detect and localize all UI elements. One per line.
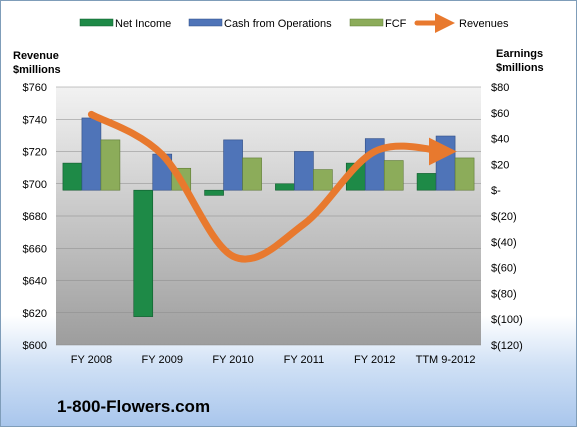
- net-income-bar: [416, 173, 437, 191]
- right-tick-label: $(60): [491, 263, 517, 275]
- left-tick-label: $760: [23, 82, 47, 94]
- fcf-bar: [383, 160, 404, 191]
- right-tick-label: $(100): [491, 314, 523, 326]
- legend-swatch-net-income: [79, 18, 114, 27]
- left-tick-label: $620: [23, 308, 47, 320]
- bar-marks: [62, 117, 475, 317]
- left-axis-label-line2: $millions: [13, 64, 61, 76]
- left-tick-label: $740: [23, 114, 47, 126]
- right-tick-label: $20: [491, 159, 509, 171]
- x-tick-label: FY 2009: [142, 354, 183, 366]
- right-tick-label: $40: [491, 134, 509, 146]
- cash-from-operations-bar: [294, 151, 314, 191]
- right-tick-label: $-: [491, 185, 501, 197]
- cash-from-operations-bar: [435, 135, 456, 191]
- legend-label-revenues: Revenues: [459, 18, 509, 30]
- left-tick-label: $680: [23, 211, 47, 223]
- right-tick-label: $(120): [491, 340, 523, 352]
- cash-from-operations-bar: [81, 117, 102, 191]
- x-tick-label: TTM 9-2012: [416, 354, 476, 366]
- legend-label-net-income: Net Income: [115, 18, 171, 30]
- right-tick-label: $60: [491, 108, 509, 120]
- net-income-bar: [62, 162, 83, 191]
- legend-swatch-cash-from-operations: [188, 18, 223, 27]
- right-tick-label: $(40): [491, 237, 517, 249]
- x-tick-label: FY 2012: [354, 354, 395, 366]
- right-tick-label: $(80): [491, 288, 517, 300]
- left-tick-label: $660: [23, 243, 47, 255]
- legend-label-cash-from-operations: Cash from Operations: [224, 18, 332, 30]
- left-tick-label: $640: [23, 276, 47, 288]
- net-income-bar: [275, 183, 295, 191]
- revenues-line: [87, 110, 457, 263]
- fcf-bar: [100, 139, 121, 191]
- x-axis-labels: FY 2008 FY 2009 FY 2010 FY 2011 FY 2012 TTM 9…: [71, 354, 476, 366]
- brand-label: 1-800-Flowers.com: [57, 397, 211, 416]
- left-tick-label: $720: [23, 147, 47, 159]
- left-axis-label-line1: Revenue: [13, 50, 59, 62]
- x-tick-label: FY 2010: [212, 354, 253, 366]
- right-axis-label-line1: Earnings: [496, 48, 543, 60]
- right-axis-label-line2: $millions: [496, 62, 544, 74]
- left-axis-ticks: $760 $740 $720 $700 $680 $660 $640 $620 $600: [23, 82, 47, 352]
- net-income-bar: [133, 189, 154, 317]
- right-axis-ticks: $80 $60 $40 $20 $- $(20) $(40) $(60) $(80) $(100)…: [491, 82, 523, 352]
- cash-from-operations-bar: [223, 139, 243, 191]
- right-tick-label: $(20): [491, 211, 517, 223]
- left-tick-label: $600: [23, 340, 47, 352]
- right-tick-label: $80: [491, 82, 509, 94]
- fcf-bar: [242, 157, 262, 191]
- net-income-bar: [204, 189, 224, 196]
- legend-label-fcf: FCF: [385, 18, 407, 30]
- fcf-bar: [313, 169, 333, 191]
- legend-swatch-fcf: [349, 18, 384, 27]
- fcf-bar: [454, 157, 475, 191]
- x-tick-label: FY 2008: [71, 354, 112, 366]
- left-tick-label: $700: [23, 179, 47, 191]
- legend: Net Income Cash from Operations FCF Reve…: [79, 13, 509, 33]
- x-tick-label: FY 2011: [284, 354, 325, 366]
